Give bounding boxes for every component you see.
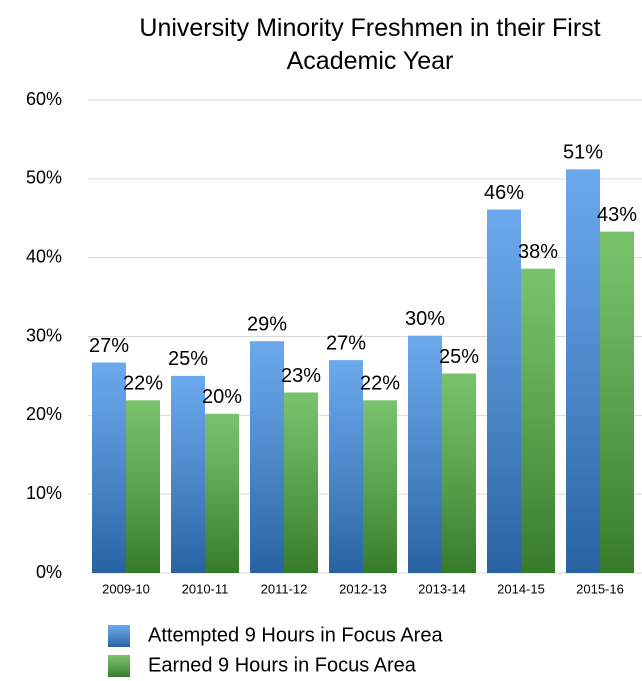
- x-tick-label: 2013-14: [418, 581, 466, 596]
- legend-label: Earned 9 Hours in Focus Area: [148, 654, 417, 676]
- bar: [442, 373, 476, 573]
- legend-swatch-shade: [108, 655, 130, 677]
- bar: [487, 209, 521, 573]
- bar: [600, 231, 634, 573]
- data-label: 25%: [439, 346, 479, 368]
- y-tick-label: 30%: [26, 325, 62, 345]
- bar: [171, 375, 205, 573]
- data-label: 38%: [518, 241, 558, 263]
- data-label: 20%: [202, 386, 242, 408]
- bar: [363, 400, 397, 573]
- x-tick-label: 2010-11: [182, 581, 229, 596]
- data-label: 43%: [597, 204, 637, 226]
- x-tick-label: 2015-16: [576, 581, 624, 596]
- data-label: 27%: [326, 332, 366, 354]
- y-tick-label: 20%: [26, 404, 62, 424]
- bar: [205, 413, 239, 573]
- legend-swatch-shade: [108, 625, 130, 647]
- chart-title: University Minority Freshmen in their Fi…: [139, 14, 601, 75]
- bar: [408, 335, 442, 573]
- x-tick-label: 2009-10: [102, 581, 150, 596]
- y-tick-label: 0%: [36, 562, 62, 582]
- data-label: 22%: [123, 373, 163, 395]
- y-tick-label: 10%: [26, 483, 62, 503]
- data-label: 51%: [563, 142, 603, 164]
- y-tick-label: 60%: [26, 89, 62, 109]
- bar: [521, 268, 555, 573]
- y-tick-label: 50%: [26, 168, 62, 188]
- y-tick-label: 40%: [26, 246, 62, 266]
- data-label: 25%: [168, 348, 208, 370]
- data-label: 22%: [360, 373, 400, 395]
- data-label: 46%: [484, 182, 524, 204]
- bar: [250, 341, 284, 573]
- legend-label: Attempted 9 Hours in Focus Area: [148, 624, 443, 646]
- bar: [566, 169, 600, 573]
- bar: [92, 362, 126, 573]
- x-tick-label: 2012-13: [339, 581, 387, 596]
- data-label: 29%: [247, 314, 287, 336]
- bar: [329, 360, 363, 573]
- x-tick-label: 2011-12: [261, 581, 308, 596]
- bar: [126, 400, 160, 573]
- bar: [284, 392, 318, 573]
- x-tick-label: 2014-15: [497, 581, 545, 596]
- data-label: 23%: [281, 365, 321, 387]
- data-label: 27%: [89, 335, 129, 357]
- data-label: 30%: [405, 308, 445, 330]
